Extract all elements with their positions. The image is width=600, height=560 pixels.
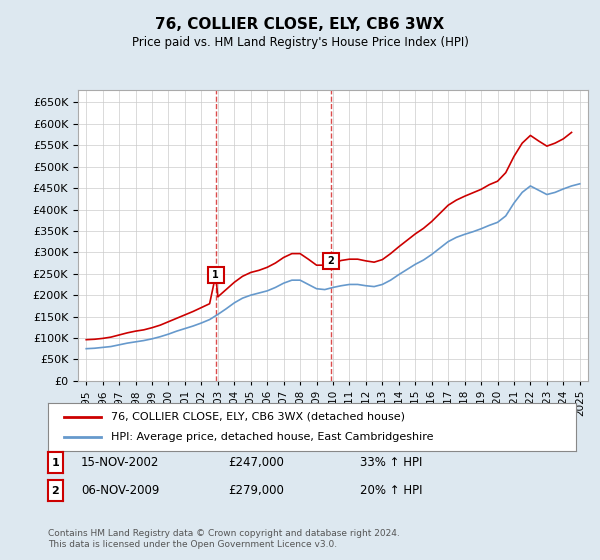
Text: 15-NOV-2002: 15-NOV-2002 xyxy=(81,456,160,469)
Text: 33% ↑ HPI: 33% ↑ HPI xyxy=(360,456,422,469)
Text: 1: 1 xyxy=(52,458,59,468)
Text: 06-NOV-2009: 06-NOV-2009 xyxy=(81,484,160,497)
Text: 76, COLLIER CLOSE, ELY, CB6 3WX: 76, COLLIER CLOSE, ELY, CB6 3WX xyxy=(155,17,445,32)
Text: Price paid vs. HM Land Registry's House Price Index (HPI): Price paid vs. HM Land Registry's House … xyxy=(131,36,469,49)
Text: £279,000: £279,000 xyxy=(228,484,284,497)
Text: 2: 2 xyxy=(52,486,59,496)
Text: HPI: Average price, detached house, East Cambridgeshire: HPI: Average price, detached house, East… xyxy=(112,432,434,442)
Text: 20% ↑ HPI: 20% ↑ HPI xyxy=(360,484,422,497)
Text: 1: 1 xyxy=(212,270,219,280)
Text: 2: 2 xyxy=(327,256,334,267)
Text: Contains HM Land Registry data © Crown copyright and database right 2024.
This d: Contains HM Land Registry data © Crown c… xyxy=(48,529,400,549)
Text: £247,000: £247,000 xyxy=(228,456,284,469)
Text: 76, COLLIER CLOSE, ELY, CB6 3WX (detached house): 76, COLLIER CLOSE, ELY, CB6 3WX (detache… xyxy=(112,412,406,422)
